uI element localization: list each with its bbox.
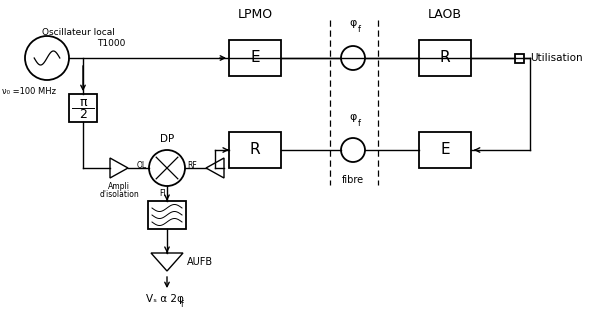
Text: Vₛ α 2φ: Vₛ α 2φ (146, 294, 184, 304)
Polygon shape (206, 158, 224, 178)
Text: fibre: fibre (342, 175, 364, 185)
Circle shape (149, 150, 185, 186)
Text: R: R (440, 50, 450, 66)
Bar (229, 40, 281, 76)
Text: Oscillateur local: Oscillateur local (42, 28, 115, 37)
Bar (148, 201, 186, 229)
Bar (419, 40, 471, 76)
Text: FI: FI (159, 189, 167, 198)
Text: RF: RF (187, 160, 197, 169)
Text: φ: φ (349, 18, 356, 28)
Text: π: π (79, 96, 87, 109)
Text: R: R (250, 142, 261, 157)
Text: Ampli: Ampli (108, 182, 130, 191)
Text: 2: 2 (79, 108, 87, 120)
Text: AUFB: AUFB (187, 257, 213, 267)
Text: φ: φ (349, 112, 356, 122)
Text: T1000: T1000 (97, 39, 126, 48)
Text: f: f (181, 300, 184, 309)
Bar (419, 132, 471, 168)
Text: d'isolation: d'isolation (99, 190, 139, 199)
Circle shape (341, 46, 365, 70)
Text: DP: DP (160, 134, 174, 144)
Bar (515, 53, 524, 63)
Text: LAOB: LAOB (428, 7, 462, 21)
Circle shape (25, 36, 69, 80)
Circle shape (341, 138, 365, 162)
Text: f: f (358, 119, 361, 128)
Text: E: E (250, 50, 260, 66)
Polygon shape (151, 253, 183, 271)
Text: ν₀ =100 MHz: ν₀ =100 MHz (2, 87, 56, 96)
Polygon shape (110, 158, 128, 178)
Bar (69, 94, 97, 122)
Text: f: f (358, 25, 361, 34)
Text: Utilisation: Utilisation (530, 53, 583, 63)
Text: OL: OL (137, 160, 147, 169)
Text: LPMO: LPMO (237, 7, 273, 21)
Text: E: E (440, 142, 450, 157)
Bar (229, 132, 281, 168)
